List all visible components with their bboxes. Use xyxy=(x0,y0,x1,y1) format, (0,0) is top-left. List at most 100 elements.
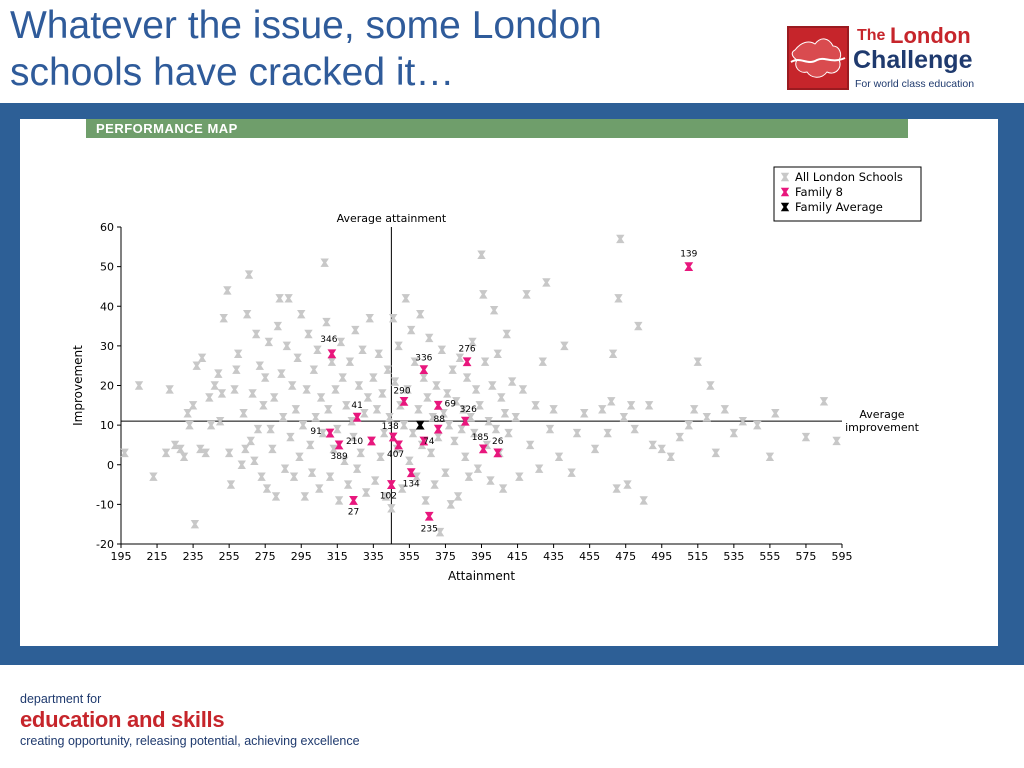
all-london-schools-point xyxy=(241,444,250,454)
all-london-schools-point xyxy=(280,464,290,473)
all-london-schools-point xyxy=(471,385,481,394)
all-london-schools-point xyxy=(358,345,367,355)
all-london-schools-point xyxy=(538,357,547,366)
all-london-schools-point xyxy=(275,294,284,303)
all-london-schools-point xyxy=(246,436,255,446)
all-london-schools-point xyxy=(720,405,730,414)
all-london-schools-point xyxy=(626,401,636,410)
all-london-schools-point xyxy=(507,377,517,386)
all-london-schools-point xyxy=(331,385,340,394)
family8-school-point xyxy=(424,511,434,521)
all-london-schools-point xyxy=(215,416,225,426)
all-london-schools-point xyxy=(322,317,331,327)
all-london-schools-point xyxy=(378,389,387,398)
all-london-schools-point xyxy=(232,365,241,374)
all-london-schools-point xyxy=(534,464,544,473)
all-london-schools-point xyxy=(423,393,432,402)
all-london-schools-point xyxy=(197,353,207,362)
all-london-schools-point xyxy=(504,428,513,438)
all-london-schools-point xyxy=(819,397,829,406)
family8-school-point xyxy=(433,400,443,410)
y-axis-title: Improvement xyxy=(71,345,85,426)
all-london-schools-point xyxy=(217,389,227,398)
x-tick-label: 355 xyxy=(399,550,420,563)
family8-school-label: 210 xyxy=(346,437,363,447)
all-london-schools-point xyxy=(354,381,364,390)
all-london-schools-point xyxy=(608,349,618,358)
all-london-schools-point xyxy=(385,413,394,422)
all-london-schools-point xyxy=(567,468,576,477)
all-london-schools-point xyxy=(432,381,441,390)
all-london-schools-point xyxy=(435,527,445,537)
all-london-schools-point xyxy=(259,401,268,410)
legend-marker xyxy=(780,202,790,212)
family8-school-point xyxy=(419,436,429,446)
y-tick-label: 20 xyxy=(100,380,114,393)
all-london-schools-point xyxy=(525,440,535,450)
performance-map-header: PERFORMANCE MAP xyxy=(86,119,908,138)
all-london-schools-point xyxy=(302,385,311,394)
x-tick-label: 595 xyxy=(832,550,853,563)
all-london-schools-point xyxy=(572,428,582,438)
all-london-schools-point xyxy=(360,409,369,418)
x-tick-label: 475 xyxy=(615,550,636,563)
all-london-schools-point xyxy=(470,428,479,438)
performance-scatter-chart: -20 -10 0 10 20 30 40 50 60 195 215 235 255 275 295 315… xyxy=(71,166,922,583)
all-london-schools-point xyxy=(666,452,675,462)
legend-marker xyxy=(780,187,790,197)
all-london-schools-point xyxy=(297,309,306,319)
legend-entry-label: Family Average xyxy=(795,200,883,214)
all-london-schools-point xyxy=(464,472,474,481)
all-london-schools-point xyxy=(515,472,524,481)
all-london-schools-point xyxy=(324,405,333,414)
all-london-schools-point xyxy=(473,464,483,473)
family8-school-label: 326 xyxy=(460,405,477,415)
family8-school-point xyxy=(327,349,337,359)
all-london-schools-point xyxy=(291,405,301,414)
all-london-schools-point xyxy=(554,452,564,462)
family8-school-point xyxy=(684,262,694,272)
all-london-schools-point xyxy=(369,373,378,382)
all-london-schools-point xyxy=(251,329,261,339)
x-axis-title: Attainment xyxy=(448,569,515,583)
all-london-schools-point xyxy=(379,428,389,438)
all-london-schools-point xyxy=(689,405,699,414)
family8-school-label: 346 xyxy=(320,335,337,345)
all-london-schools-point xyxy=(161,448,171,458)
all-london-schools-point xyxy=(248,389,257,398)
x-tick-label: 195 xyxy=(111,550,132,563)
all-london-schools-point xyxy=(542,278,551,287)
all-london-schools-point xyxy=(437,345,447,355)
family8-school-point xyxy=(493,448,503,458)
all-london-schools-point xyxy=(363,393,373,402)
slide-title-line1: Whatever the issue, some London xyxy=(10,4,602,47)
all-london-schools-point xyxy=(498,484,508,493)
all-london-schools-point xyxy=(479,290,488,299)
all-london-schools-point xyxy=(412,472,421,481)
all-london-schools-point xyxy=(352,464,362,473)
family8-school-point xyxy=(478,444,488,454)
all-london-schools-point xyxy=(244,270,254,279)
x-tick-label: 215 xyxy=(147,550,168,563)
logo-london: London xyxy=(890,23,971,48)
all-london-schools-point xyxy=(394,341,403,351)
all-london-schools-point xyxy=(206,420,216,430)
footer-tagline: creating opportunity, releasing potentia… xyxy=(20,734,360,748)
all-london-schools-point xyxy=(475,401,484,410)
all-london-schools-point xyxy=(500,409,510,418)
average-attainment-label: Average attainment xyxy=(337,212,447,225)
all-london-schools-point xyxy=(408,428,418,438)
all-london-schools-point xyxy=(192,361,201,370)
all-london-schools-point xyxy=(286,432,295,442)
family8-school-label: 27 xyxy=(348,507,359,517)
all-london-schools-point xyxy=(329,444,338,454)
x-tick-label: 235 xyxy=(183,550,204,563)
all-london-schools-point xyxy=(461,452,470,462)
family8-school-label: 88 xyxy=(434,415,446,425)
legend-box xyxy=(773,166,922,222)
all-london-schools-point xyxy=(459,405,468,414)
all-london-schools-point xyxy=(644,401,654,410)
all-london-schools-point xyxy=(426,448,436,458)
y-tick-label: -20 xyxy=(96,538,114,551)
all-london-schools-point xyxy=(488,381,497,390)
